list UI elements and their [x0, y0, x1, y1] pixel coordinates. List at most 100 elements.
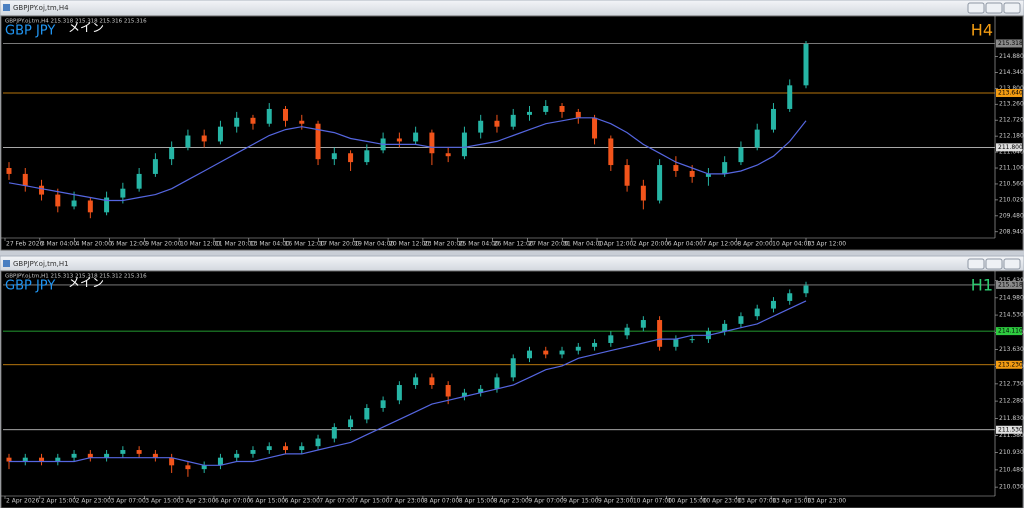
x-tick-label: 23 Mar 20:00: [424, 241, 464, 248]
candle-body: [104, 453, 110, 458]
candle-body: [104, 197, 110, 213]
level-tag: [996, 327, 1022, 336]
x-tick-label: 1 Apr 12:00: [598, 241, 633, 248]
x-tick-label: 9 Apr 23:00: [598, 498, 633, 505]
candle-body: [608, 138, 614, 166]
candle-body: [575, 346, 581, 351]
candle-body: [510, 114, 516, 127]
candle-body: [543, 350, 549, 355]
close-button[interactable]: [1003, 2, 1021, 14]
candle-body: [217, 126, 223, 142]
x-tick-label: 13 Apr 23:00: [807, 498, 846, 505]
y-tick-label: 211.640: [999, 149, 1024, 156]
candle-body: [234, 453, 240, 458]
x-tick-label: 3 Apr 23:00: [180, 498, 215, 505]
x-tick-label: 10 Mar 12:00: [180, 241, 220, 248]
timeframe-label: H1: [971, 276, 993, 295]
tag-label: メイン: [68, 276, 104, 290]
candle-body: [364, 150, 370, 163]
x-tick-label: 13 Apr 15:00: [772, 498, 811, 505]
y-tick-label: 210.560: [999, 180, 1024, 187]
x-tick-label: 17 Mar 20:00: [319, 241, 359, 248]
restore-button[interactable]: [985, 258, 1003, 270]
candle-body: [445, 385, 451, 397]
level-label: 214.110: [998, 328, 1023, 335]
candle-body: [608, 335, 614, 343]
candle-body: [705, 173, 711, 177]
x-tick-label: 8 Apr 07:00: [424, 498, 459, 505]
x-tick-label: 16 Mar 12:00: [285, 241, 325, 248]
candle-body: [543, 106, 549, 112]
x-tick-label: 6 Apr 07:00: [215, 498, 250, 505]
timeframe-label: H4: [971, 21, 993, 40]
y-tick-label: 212.180: [999, 133, 1024, 140]
candle-body: [87, 453, 93, 458]
x-tick-label: 6 Apr 15:00: [250, 498, 285, 505]
candle-body: [722, 162, 728, 174]
candle-body: [348, 153, 354, 163]
y-tick-label: 212.720: [999, 117, 1024, 124]
x-tick-label: 10 Apr 07:00: [633, 498, 672, 505]
chart-area: [0, 15, 1024, 251]
x-tick-label: 20 Mar 12:00: [389, 241, 429, 248]
candle-body: [770, 300, 776, 309]
candle-body: [201, 135, 207, 142]
candle-body: [283, 108, 289, 121]
candle-body: [331, 427, 337, 439]
window-icon: [3, 260, 10, 267]
candle-body: [624, 327, 630, 336]
level-label: 211.530: [998, 426, 1023, 433]
candle-body: [575, 111, 581, 118]
restore-button[interactable]: [985, 2, 1003, 14]
candle-body: [396, 385, 402, 401]
candle-body: [673, 165, 679, 171]
x-tick-label: 9 Apr 07:00: [528, 498, 563, 505]
x-tick-label: 8 Apr 15:00: [459, 498, 494, 505]
candle-body: [592, 342, 598, 347]
minimize-button[interactable]: [967, 2, 985, 14]
y-tick-label: 214.980: [999, 294, 1024, 301]
y-tick-label: 210.020: [999, 196, 1024, 203]
x-tick-label: 10 Apr 04:00: [772, 241, 811, 248]
candle-body: [299, 446, 305, 451]
chart-header: GBPJPY.oj,tm,H1 215.313 215.318 215.312 …: [5, 274, 147, 280]
candle-body: [22, 457, 28, 462]
candle-body: [526, 111, 532, 115]
candle-body: [559, 350, 565, 355]
candle-body: [234, 117, 240, 127]
candle-body: [787, 293, 793, 301]
chart-area: [0, 270, 1024, 508]
close-button[interactable]: [1003, 258, 1021, 270]
candle-body: [624, 165, 630, 186]
moving-average: [8, 117, 807, 202]
candle-body: [380, 400, 386, 408]
candle-body: [510, 358, 516, 378]
x-tick-label: 11 Mar 20:00: [215, 241, 255, 248]
candle-body: [478, 120, 484, 133]
candle-body: [640, 185, 646, 201]
title-bar: [0, 255, 1024, 272]
x-tick-label: 3 Apr 15:00: [145, 498, 180, 505]
candle-body: [87, 200, 93, 213]
y-tick-label: 214.530: [999, 312, 1024, 319]
candle-body: [283, 446, 289, 451]
candle-body: [55, 194, 61, 207]
candle-body: [120, 188, 126, 198]
minimize-button[interactable]: [967, 258, 985, 270]
candle-body: [152, 453, 158, 458]
x-tick-label: 7 Apr 23:00: [389, 498, 424, 505]
candle-body: [787, 85, 793, 109]
level-tag: [996, 280, 1022, 289]
x-tick-label: 13 Mar 04:00: [250, 241, 290, 248]
candle-body: [152, 159, 158, 174]
x-tick-label: 10 Apr 15:00: [668, 498, 707, 505]
candle-body: [266, 108, 272, 124]
level-tag: [996, 39, 1022, 48]
y-tick-label: 210.480: [999, 466, 1024, 473]
candle-body: [396, 138, 402, 142]
x-tick-label: 7 Apr 07:00: [319, 498, 354, 505]
y-tick-label: 214.880: [999, 53, 1024, 60]
x-tick-label: 4 Mar 20:00: [76, 241, 112, 248]
symbol-label: GBP JPY: [5, 24, 55, 39]
candle-body: [494, 120, 500, 127]
